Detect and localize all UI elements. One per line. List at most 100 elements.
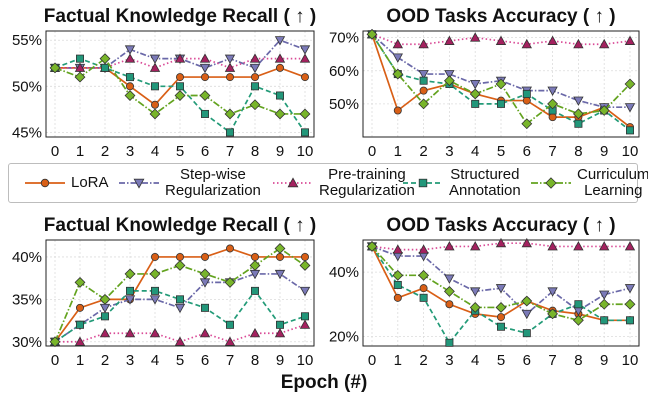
data-point	[175, 73, 184, 82]
data-point	[249, 260, 261, 271]
data-point	[574, 119, 583, 128]
y-tick-label: 60%	[329, 63, 359, 80]
data-point	[600, 316, 609, 325]
series-curriculum-learning	[366, 240, 636, 326]
x-tick-label: 9	[600, 352, 608, 369]
legend-marker	[545, 177, 557, 189]
x-tick-label: 1	[76, 143, 84, 160]
data-point	[99, 53, 111, 65]
data-point	[470, 287, 481, 297]
data-point	[250, 82, 259, 91]
x-tick-label: 6	[523, 143, 531, 160]
x-tick-label: 2	[101, 352, 109, 369]
data-point	[199, 327, 211, 338]
data-point	[274, 53, 286, 63]
data-point	[275, 63, 284, 72]
x-tick-label: 10	[297, 143, 314, 160]
legend-marker	[418, 178, 428, 188]
x-tick-label: 4	[151, 143, 159, 160]
data-point	[626, 316, 635, 325]
data-point	[300, 73, 309, 82]
x-tick-label: 6	[201, 352, 209, 369]
data-point	[444, 241, 455, 251]
data-point	[149, 295, 161, 305]
legend-label-lora: LoRA	[71, 174, 109, 191]
data-point	[418, 38, 429, 49]
data-point	[393, 293, 402, 302]
series-line-structured-annotation	[371, 245, 630, 345]
legend-item-curriculum-learning: Curriculum Learning	[529, 164, 648, 202]
series-line-structured-annotation	[371, 33, 631, 132]
data-point	[392, 68, 404, 80]
series-line-structured-annotation	[54, 289, 306, 343]
data-point	[393, 106, 402, 115]
series-pre-training-regularization	[366, 28, 636, 49]
y-tick-label: 70%	[329, 30, 359, 47]
data-point	[126, 286, 135, 295]
chart-panel-3: Factual Knowledge Recall ( ↑ ) 0 1 2 3 4 5 6 7 8 9…	[12, 215, 316, 369]
x-axis-label: Epoch (#)	[280, 372, 368, 393]
data-point	[99, 293, 111, 305]
data-point	[573, 96, 584, 106]
data-point	[392, 269, 404, 281]
data-point	[99, 303, 111, 314]
series-curriculum-learning	[366, 28, 636, 130]
data-point	[599, 241, 610, 251]
data-point	[444, 274, 455, 284]
series-pre-training-regularization	[366, 237, 636, 254]
data-point	[124, 45, 136, 55]
series-lora	[51, 244, 309, 346]
data-point	[470, 80, 481, 90]
data-point	[76, 320, 85, 329]
data-point	[547, 308, 559, 320]
data-point	[599, 290, 610, 300]
x-tick-label: 4	[151, 352, 159, 369]
chart-title: Factual Knowledge Recall ( ↑ )	[44, 215, 316, 236]
data-point	[250, 73, 259, 82]
data-point	[249, 99, 261, 111]
data-point	[49, 62, 61, 74]
data-point	[547, 86, 558, 96]
data-point	[496, 322, 505, 331]
data-point	[495, 78, 507, 90]
x-tick-label: 4	[471, 143, 479, 160]
data-point	[274, 269, 286, 280]
x-tick-label: 4	[471, 352, 479, 369]
data-point	[101, 312, 110, 321]
legend-swatch-pre-training-regularization	[273, 177, 313, 188]
data-point	[200, 109, 209, 118]
data-point	[521, 237, 532, 248]
legend-item-lora: LoRA	[23, 164, 109, 202]
data-point	[626, 126, 635, 135]
x-tick-label: 10	[622, 352, 639, 369]
y-tick-label: 30%	[12, 334, 42, 351]
data-point	[200, 252, 209, 261]
data-point	[443, 75, 455, 87]
data-point	[124, 53, 136, 63]
data-point	[392, 38, 403, 49]
x-tick-label: 8	[574, 143, 582, 160]
legend-swatch-curriculum-learning	[531, 177, 571, 189]
y-tick-label: 40%	[329, 264, 359, 281]
data-point	[574, 300, 583, 309]
data-point	[418, 70, 429, 80]
data-point	[444, 70, 455, 80]
data-point	[175, 252, 184, 261]
data-point	[126, 82, 135, 91]
x-tick-label: 5	[497, 143, 505, 160]
legend-item-pre-training-regularization: Pre-training Regularization	[271, 164, 423, 202]
x-tick-label: 9	[276, 143, 284, 160]
legend-swatch-structured-annotation	[403, 178, 443, 188]
data-point	[99, 327, 111, 338]
data-point	[200, 73, 209, 82]
data-point	[496, 99, 505, 108]
data-point	[392, 244, 403, 254]
data-point	[175, 295, 184, 304]
data-point	[624, 284, 636, 294]
data-point	[521, 118, 533, 130]
series-line-pre-training-regularization	[371, 33, 631, 46]
data-point	[150, 100, 159, 109]
data-point	[126, 73, 135, 82]
data-point	[572, 314, 584, 326]
data-point	[418, 98, 430, 110]
